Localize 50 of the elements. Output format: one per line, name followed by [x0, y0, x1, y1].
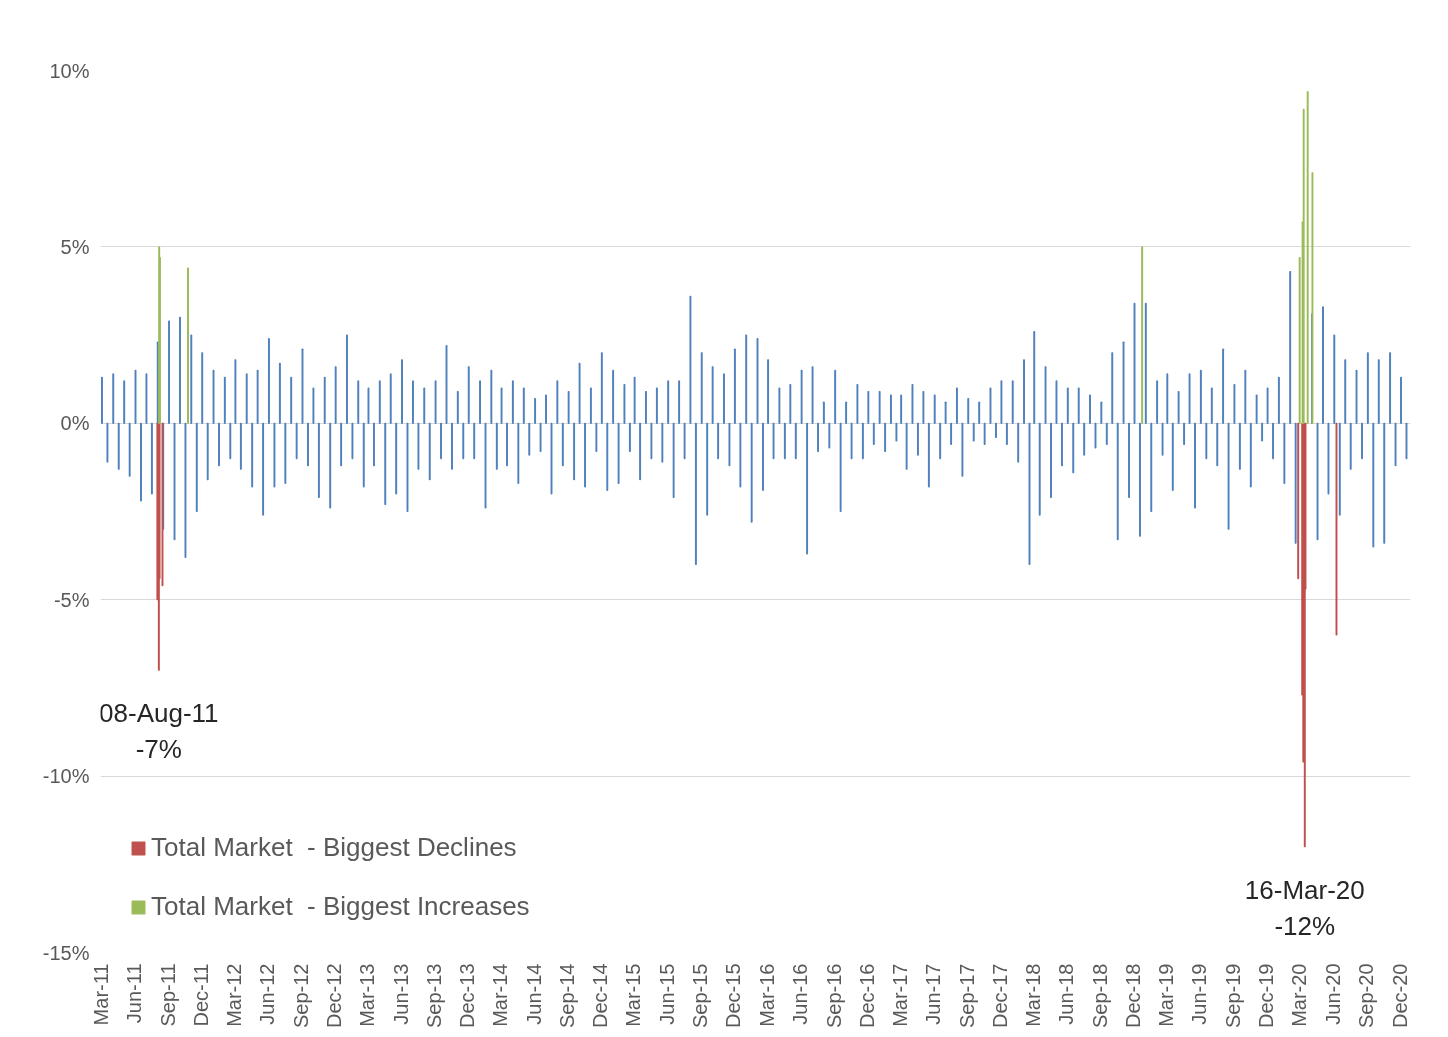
- x-tick-label: Jun-11: [123, 963, 146, 1024]
- x-tick-label: Jun-13: [389, 963, 412, 1025]
- x-tick-label: Jun-14: [522, 963, 545, 1025]
- x-tick-label: Jun-19: [1188, 963, 1211, 1025]
- legend-label: Total Market - Biggest Increases: [151, 891, 530, 922]
- y-tick-label: 0%: [60, 412, 90, 435]
- legend-label: Total Market - Biggest Declines: [151, 832, 517, 863]
- x-tick-label: Dec-16: [855, 963, 878, 1028]
- x-tick-label: Jun-15: [655, 963, 678, 1025]
- x-tick-label: Dec-13: [456, 963, 479, 1028]
- x-tick-label: Jun-17: [922, 963, 945, 1025]
- x-tick-label: Jun-12: [256, 963, 279, 1025]
- x-tick-label: Dec-20: [1388, 963, 1411, 1028]
- x-tick-label: Dec-14: [589, 963, 612, 1028]
- x-tick-label: Jun-18: [1055, 963, 1078, 1025]
- annotation: 08-Aug-11 -7%: [99, 698, 219, 765]
- x-tick-label: Mar-20: [1288, 963, 1311, 1027]
- x-tick-label: Mar-19: [1154, 963, 1177, 1027]
- x-tick-label: Sep-18: [1088, 963, 1111, 1028]
- x-tick-label: Dec-19: [1255, 963, 1278, 1028]
- x-tick-label: Mar-13: [356, 963, 379, 1027]
- x-tick-label: Sep-12: [290, 963, 313, 1028]
- x-tick-label: Mar-18: [1021, 963, 1044, 1027]
- x-tick-label: Mar-16: [755, 963, 778, 1027]
- x-tick-label: Sep-20: [1355, 963, 1378, 1028]
- x-tick-label: Jun-20: [1321, 963, 1344, 1025]
- annotation: 16-Mar-20 -12%: [1244, 874, 1365, 941]
- x-tick-label: Mar-15: [622, 963, 645, 1027]
- x-tick-label: Dec-15: [722, 963, 745, 1028]
- x-tick-label: Dec-18: [1122, 963, 1145, 1028]
- x-tick-label: Sep-15: [689, 963, 712, 1028]
- x-tick-label: Mar-17: [888, 963, 911, 1027]
- x-tick-label: Sep-11: [156, 963, 179, 1027]
- x-tick-label: Mar-12: [222, 963, 245, 1027]
- y-tick-label: -5%: [53, 588, 90, 611]
- x-tick-label: Dec-11: [189, 963, 212, 1027]
- x-tick-label: Dec-12: [323, 963, 346, 1028]
- x-tick-label: Sep-14: [556, 963, 579, 1028]
- y-tick-label: -10%: [42, 765, 90, 788]
- x-tick-label: Mar-11: [89, 963, 112, 1026]
- x-tick-label: Dec-17: [988, 963, 1011, 1028]
- x-tick-label: Sep-16: [822, 963, 845, 1028]
- x-tick-label: Jun-16: [789, 963, 812, 1025]
- y-tick-label: -15%: [42, 941, 90, 964]
- x-tick-label: Mar-14: [489, 963, 512, 1027]
- y-tick-label: 10%: [49, 59, 90, 82]
- x-tick-label: Sep-19: [1221, 963, 1244, 1028]
- x-tick-label: Sep-17: [955, 963, 978, 1028]
- y-tick-label: 5%: [60, 235, 90, 258]
- x-tick-label: Sep-13: [423, 963, 446, 1028]
